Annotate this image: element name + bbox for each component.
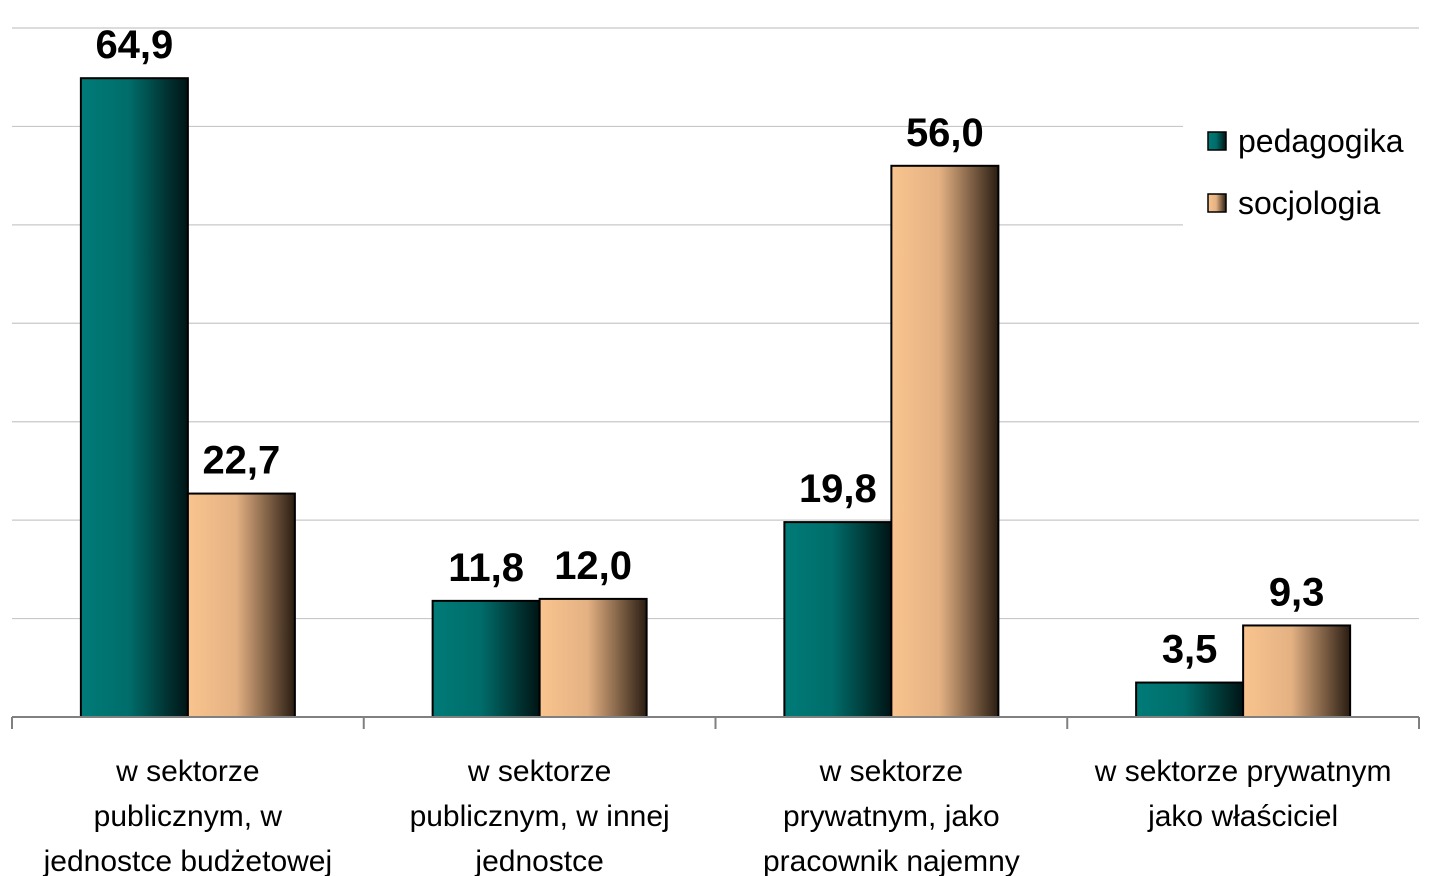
bars — [79, 77, 1352, 719]
category-label-1-line-0: w sektorze — [467, 755, 611, 788]
category-label-2-line-2: pracownik najemny — [763, 845, 1020, 876]
legend-label-socjologia: socjologia — [1238, 185, 1381, 221]
data-label-socjologia-2: 56,0 — [906, 111, 984, 155]
category-label-0-line-0: w sektorze — [115, 755, 259, 788]
category-label-3-line-1: jako właściciel — [1147, 800, 1338, 833]
bar-socjologia-0 — [186, 492, 296, 718]
category-label-1-line-2: jednostce — [474, 845, 603, 876]
category-label-2-line-1: prywatnym, jako — [783, 800, 1000, 833]
category-label-0-line-2: jednostce budżetowej — [43, 845, 333, 876]
data-label-pedagogika-3: 3,5 — [1162, 628, 1218, 672]
category-labels: w sektorze publicznym, w jednostce budżeto… — [43, 755, 1392, 876]
bar-pedagogika-2 — [783, 521, 893, 719]
data-label-pedagogika-1: 11,8 — [448, 546, 524, 590]
data-label-socjologia-3: 9,3 — [1269, 570, 1325, 614]
data-label-socjologia-1: 12,0 — [554, 544, 632, 588]
data-label-socjologia-0: 22,7 — [202, 439, 280, 483]
bar-socjologia-3 — [1242, 624, 1352, 718]
bar-pedagogika-0 — [79, 77, 189, 719]
category-label-1-line-1: publicznym, w innej — [410, 800, 670, 833]
bar-pedagogika-3 — [1135, 681, 1245, 718]
data-label-pedagogika-0: 64,9 — [95, 23, 173, 67]
category-label-2-line-0: w sektorze — [819, 755, 963, 788]
bar-socjologia-1 — [538, 597, 648, 719]
value-labels: 64,9 11,8 19,8 3,5 22,7 12,0 56,0 9,3 — [95, 23, 1324, 671]
data-label-pedagogika-2: 19,8 — [799, 467, 877, 511]
category-label-0-line-1: publicznym, w — [94, 800, 283, 833]
bar-socjologia-2 — [890, 164, 1000, 719]
bar-pedagogika-1 — [431, 599, 541, 719]
x-axis — [11, 716, 1420, 729]
legend-swatch-socjologia — [1207, 193, 1227, 213]
legend: pedagogika socjologia — [1183, 112, 1429, 234]
category-label-3-line-0: w sektorze prywatnym — [1094, 755, 1392, 788]
legend-swatch-pedagogika — [1207, 131, 1227, 151]
legend-label-pedagogika: pedagogika — [1238, 123, 1404, 159]
